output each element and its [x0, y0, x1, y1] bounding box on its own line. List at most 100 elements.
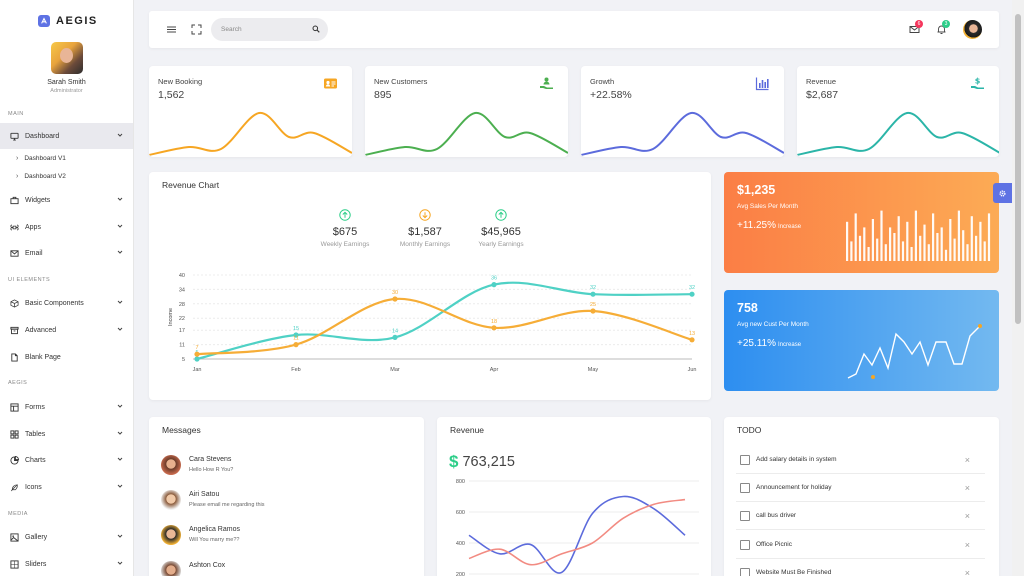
- brand-name: AEGIS: [56, 15, 98, 27]
- message-item[interactable]: Angelica Ramos Will You marry me??: [161, 525, 401, 551]
- profile-avatar[interactable]: [50, 42, 83, 74]
- data-point[interactable]: [689, 337, 695, 343]
- data-point[interactable]: [491, 282, 497, 288]
- close-icon[interactable]: ×: [964, 483, 970, 493]
- message-item[interactable]: Cara Stevens Hello How R You?: [161, 455, 401, 481]
- y-tick-label: 5: [182, 357, 185, 363]
- sidebar-item-label: Icons: [25, 483, 42, 491]
- sidebar-item-blank-page[interactable]: Blank Page: [0, 344, 133, 370]
- settings-toggle-button[interactable]: [993, 183, 1012, 203]
- sparkline-bar: [876, 238, 879, 261]
- sparkline-bar: [919, 235, 922, 261]
- box-icon: [10, 298, 19, 308]
- close-icon[interactable]: ×: [964, 568, 970, 576]
- sidebar-subitem-dashboard-v1[interactable]: › Dashboard V1: [16, 155, 66, 162]
- sidebar-item-charts[interactable]: Charts: [0, 447, 133, 473]
- sparkline-bar: [910, 247, 913, 261]
- sidebar-item-label: Blank Page: [25, 353, 61, 361]
- sidebar-item-basic-components[interactable]: Basic Components: [0, 290, 133, 316]
- todo-text: Office Picnic: [756, 541, 793, 548]
- sidebar-item-tables[interactable]: Tables: [0, 421, 133, 447]
- sidebar-item-advanced[interactable]: Advanced: [0, 317, 133, 343]
- message-item[interactable]: Airi Satou Please email me regarding thi…: [161, 490, 401, 516]
- todo-item: Office Picnic ×: [736, 531, 985, 559]
- data-point[interactable]: [590, 308, 596, 314]
- data-label: 13: [689, 331, 695, 337]
- briefcase-icon: [10, 196, 19, 205]
- sparkline-bar: [867, 247, 870, 261]
- sparkline-bar: [962, 230, 965, 261]
- user-avatar[interactable]: [963, 20, 982, 39]
- scrollbar-thumb[interactable]: [1015, 14, 1021, 324]
- data-point[interactable]: [689, 291, 695, 297]
- todo-card: TODO Add salary details in system × Anno…: [724, 417, 999, 576]
- monthly-earnings: $1,587 Monthly Earnings: [390, 209, 460, 248]
- y-tick-label: 40: [179, 273, 185, 279]
- stat-value: 895: [374, 89, 392, 101]
- data-point[interactable]: [392, 334, 398, 340]
- mail-button[interactable]: 6: [909, 20, 923, 35]
- sidebar-item-gallery[interactable]: Gallery: [0, 524, 133, 550]
- stat-value: $2,687: [806, 89, 839, 101]
- message-item[interactable]: Ashton Cox: [161, 561, 401, 576]
- profile-role: Administrator: [50, 88, 83, 94]
- page-scrollbar[interactable]: [1012, 0, 1024, 576]
- sparkline-bar: [936, 233, 939, 261]
- earning-label: Monthly Earnings: [399, 241, 451, 248]
- close-icon[interactable]: ×: [964, 455, 970, 465]
- sidebar-item-forms[interactable]: Forms: [0, 394, 133, 420]
- sparkline-bar: [975, 235, 978, 261]
- data-point[interactable]: [392, 296, 398, 302]
- todo-checkbox[interactable]: [740, 483, 750, 493]
- x-tick-label: Mar: [390, 367, 400, 373]
- close-icon[interactable]: ×: [964, 511, 970, 521]
- todo-checkbox[interactable]: [740, 540, 750, 550]
- sparkline-bar: [854, 213, 857, 261]
- stat-title: New Customers: [374, 77, 428, 86]
- sliders-icon: [10, 559, 19, 569]
- card-title: Revenue: [450, 425, 485, 435]
- search-input[interactable]: [221, 23, 307, 36]
- avg-sales-card: $1,235 Avg Sales Per Month +11.25% Increa…: [724, 172, 999, 273]
- fullscreen-icon[interactable]: [191, 24, 202, 35]
- profile: Sarah Smith Administrator: [0, 30, 133, 94]
- notifications-button[interactable]: 3: [936, 20, 950, 35]
- data-label: 7: [195, 345, 198, 351]
- image-icon: [10, 532, 19, 542]
- revenue-total: $ 763,215: [449, 452, 515, 472]
- sidebar-item-label: Apps: [25, 223, 41, 231]
- message-text: Will You marry me??: [189, 537, 240, 543]
- sidebar-item-widgets[interactable]: Widgets: [0, 187, 133, 213]
- earning-label: Weekly Earnings: [320, 241, 370, 248]
- data-point[interactable]: [194, 356, 200, 362]
- menu-icon[interactable]: [166, 24, 177, 35]
- search-icon[interactable]: [312, 25, 320, 33]
- sidebar-item-icons[interactable]: Icons: [0, 474, 133, 500]
- customers-line-sparkline: [847, 324, 982, 379]
- todo-checkbox[interactable]: [740, 455, 750, 465]
- data-label: 32: [590, 285, 596, 291]
- data-point[interactable]: [491, 325, 497, 331]
- sidebar-subitem-dashboard-v2[interactable]: › Dashboard V2: [16, 173, 66, 180]
- yearly-earnings: $45,965 Yearly Earnings: [466, 209, 536, 248]
- section-label-media: MEDIA: [8, 511, 28, 517]
- data-label: 14: [392, 328, 398, 334]
- gear-icon: [999, 189, 1006, 197]
- sidebar-item-sliders[interactable]: Sliders: [0, 551, 133, 576]
- data-point[interactable]: [293, 342, 299, 348]
- close-icon[interactable]: ×: [964, 540, 970, 550]
- data-point[interactable]: [590, 291, 596, 297]
- monitor-icon: [10, 132, 19, 141]
- todo-checkbox[interactable]: [740, 568, 750, 576]
- brand[interactable]: AEGIS: [0, 0, 133, 30]
- sidebar-item-email[interactable]: Email: [0, 240, 133, 266]
- data-point[interactable]: [293, 332, 299, 338]
- sidebar-item-apps[interactable]: Apps: [0, 214, 133, 240]
- data-point[interactable]: [194, 351, 200, 357]
- sidebar-item-dashboard[interactable]: Dashboard: [0, 123, 133, 149]
- y-axis-label: Income: [168, 308, 174, 326]
- todo-checkbox[interactable]: [740, 511, 750, 521]
- revenue-line-chart: 5111722283440JanFebMarAprMayJunIncome515…: [168, 273, 696, 373]
- sidebar-subitem-label: Dashboard V1: [24, 155, 66, 162]
- data-label: 25: [590, 302, 596, 308]
